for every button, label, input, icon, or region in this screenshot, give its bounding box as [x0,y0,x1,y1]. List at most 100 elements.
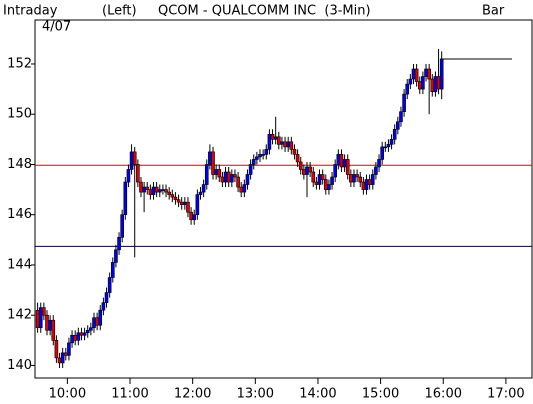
x-tick-label: 14:00 [299,387,336,402]
candle-body [132,151,137,165]
candle-body [151,186,156,195]
candle-body [417,81,422,90]
candle-body [183,201,187,205]
candle-body [370,174,375,185]
candle-body [308,166,312,173]
candle-body [145,186,150,190]
candle-body [104,292,109,303]
candle-body [148,189,153,195]
candle-body [295,154,300,163]
x-tick-label: 13:00 [237,387,274,402]
candle-body [280,141,284,145]
candle-body [342,159,347,168]
candle-body [242,184,247,193]
candle-body [270,134,275,140]
candle-body [114,249,118,263]
candle-body [352,174,356,183]
candle-body [123,181,128,216]
candle-body [292,149,297,155]
candle-body [374,166,378,175]
candle-body [57,357,62,364]
candle-body [392,128,397,140]
candle-body [327,184,331,190]
candle-body [383,146,388,149]
candle-body [89,327,93,331]
candle-body [142,186,146,193]
candle-body [64,352,68,356]
candle-body [161,189,165,191]
y-tick-label: 140 [7,358,32,373]
x-tick-label: 15:00 [362,387,399,402]
candle-body [101,302,106,311]
candle-body [139,181,143,193]
y-tick-label: 144 [7,257,32,272]
candle-body [427,68,431,80]
candle-body [79,332,84,336]
candle-body [195,194,200,216]
candle-body [67,342,71,356]
candle-body [311,171,316,183]
candle-body [349,174,353,183]
candle-body [424,68,428,77]
candle-body [164,189,168,193]
candle-body [48,319,52,331]
candle-body [330,176,334,185]
candle-body [436,76,441,90]
candle-body [223,171,228,183]
candle-body [211,151,215,175]
candle-body [176,199,181,203]
candle-body [251,159,256,165]
candle-body [157,189,162,193]
x-tick-label: 17:00 [487,387,524,402]
candle-body [302,169,306,175]
candle-body [367,179,372,185]
header-date: 4/07 [42,20,71,35]
candle-body [220,176,225,183]
candle-body [60,352,65,364]
candle-body [170,194,175,198]
candle-body [273,136,278,140]
y-tick-label: 146 [7,207,32,222]
candle-body [192,214,197,221]
candle-body [173,196,178,200]
x-tick-label: 12:00 [174,387,211,402]
candle-body [433,76,438,92]
candle-body [85,329,90,334]
y-tick-label: 150 [7,107,32,122]
candle-body [73,334,77,341]
candle-body [117,237,121,251]
y-tick-label: 152 [7,56,32,71]
candle-body [120,214,124,238]
candle-body [76,332,81,341]
candle-body [239,186,244,193]
candle-body [110,262,115,278]
candle-body [305,166,309,175]
candle-body [186,201,190,213]
candle-body [245,174,250,185]
candle-body [405,83,410,95]
candle-body [323,179,328,190]
candle-body [345,159,350,175]
candle-body [214,169,218,175]
candle-body [92,317,96,329]
candle-body [38,307,43,329]
candle-body [189,211,193,221]
candle-body [258,154,262,158]
candle-body [82,332,87,336]
candle-body [430,78,435,92]
candle-body [264,149,269,155]
candle-body [35,309,40,329]
candle-body [361,181,366,190]
y-tick-label: 148 [7,157,32,172]
candle-body [402,93,406,112]
candle-body [198,191,203,195]
candle-body [248,164,253,175]
candle-body [339,154,344,168]
candle-body [126,169,131,183]
candle-body [107,277,112,293]
candle-body [386,144,391,148]
header-axis-side: (Left) [102,4,137,19]
candle-body [95,317,99,326]
plot-frame [34,19,533,379]
candle-body [226,171,231,183]
